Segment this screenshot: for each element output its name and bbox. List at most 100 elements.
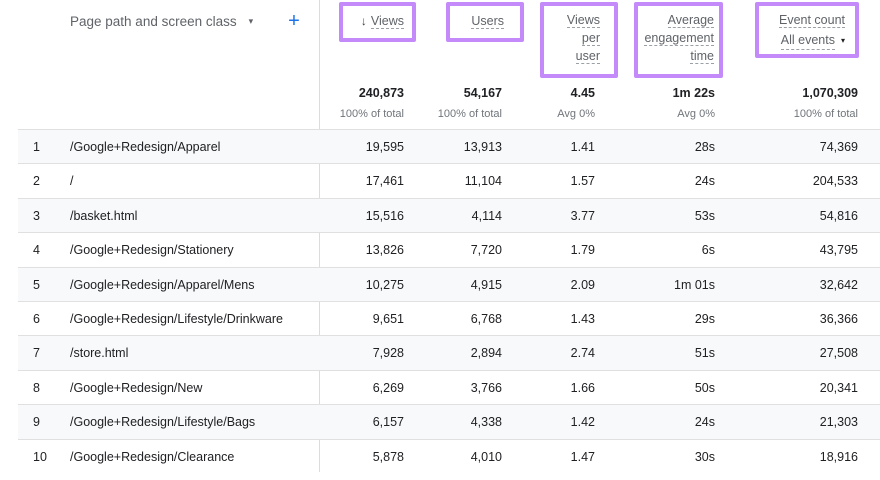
- users-total: 54,167: [463, 86, 502, 100]
- users-value: 4,114: [471, 208, 502, 223]
- average-engagement-time-column-header[interactable]: Average engagement time: [634, 2, 723, 78]
- views-per-user-column-header[interactable]: Views per user: [540, 2, 618, 78]
- average-engagement-time-value: 24s: [694, 415, 715, 430]
- average-engagement-time-value: 53s: [694, 208, 715, 223]
- page-path-link[interactable]: /: [70, 174, 74, 189]
- table-row[interactable]: 1/Google+Redesign/Apparel 19,595 13,913 1.4…: [18, 129, 880, 164]
- users-value: 2,894: [470, 346, 502, 361]
- event-filter-dropdown[interactable]: All events ▾: [759, 31, 845, 50]
- average-engagement-time-avg: Avg 0%: [677, 108, 715, 120]
- page-path-link[interactable]: /Google+Redesign/Apparel/Mens: [70, 277, 255, 292]
- views-value: 13,826: [365, 243, 404, 258]
- avg-header-line-3: time: [690, 49, 714, 64]
- views-value: 10,275: [365, 277, 404, 292]
- row-index: 6: [33, 312, 40, 326]
- views-header-label: Views: [370, 14, 404, 29]
- event-count-value: 36,366: [819, 312, 858, 326]
- page-path-link[interactable]: /Google+Redesign/Apparel: [70, 140, 221, 154]
- avg-header-line-2: engagement: [644, 31, 714, 46]
- views-value: 19,595: [365, 140, 404, 154]
- event-count-value: 32,642: [819, 277, 858, 292]
- table-row[interactable]: 4/Google+Redesign/Stationery 13,826 7,720 1…: [18, 232, 880, 266]
- views-per-user-value: 1.43: [570, 312, 595, 326]
- users-column-header[interactable]: Users: [446, 2, 524, 42]
- table-row[interactable]: 5/Google+Redesign/Apparel/Mens 10,275 4,91…: [18, 266, 880, 301]
- row-index: 1: [33, 140, 40, 154]
- sort-descending-icon: ↓: [360, 14, 367, 28]
- average-engagement-time-value: 1m 01s: [674, 277, 715, 292]
- row-index: 8: [33, 380, 40, 395]
- row-index: 3: [33, 208, 40, 223]
- page-path-link[interactable]: /basket.html: [70, 208, 138, 223]
- views-value: 6,269: [372, 380, 404, 395]
- table-row[interactable]: 8/Google+Redesign/New 6,269 3,766 1.66 50s 20…: [18, 369, 880, 404]
- views-per-user-value: 1.66: [570, 380, 595, 395]
- views-per-user-value: 1.79: [570, 243, 595, 258]
- users-value: 6,768: [470, 312, 502, 326]
- table-row[interactable]: 9/Google+Redesign/Lifestyle/Bags 6,157 4,3…: [18, 404, 880, 439]
- add-dimension-button[interactable]: +: [288, 10, 300, 32]
- event-count-header-label: Event count: [778, 13, 845, 28]
- page-path-link[interactable]: /Google+Redesign/Clearance: [70, 449, 235, 464]
- users-value: 13,913: [463, 140, 502, 154]
- column-divider: [319, 0, 320, 472]
- page-path-link[interactable]: /Google+Redesign/Lifestyle/Drinkware: [70, 312, 283, 326]
- dimension-selector[interactable]: Page path and screen class ▾: [70, 14, 253, 29]
- event-count-total-percent: 100% of total: [793, 108, 858, 120]
- users-header-label: Users: [471, 14, 504, 29]
- average-engagement-time-value: 50s: [694, 380, 715, 395]
- avg-header-line-1: Average: [667, 13, 714, 28]
- row-index: 5: [33, 277, 40, 292]
- vpu-header-line-3: user: [575, 49, 600, 64]
- users-total-percent: 100% of total: [437, 108, 502, 120]
- event-count-value: 74,369: [819, 140, 858, 154]
- average-engagement-time-value: 51s: [694, 346, 715, 361]
- views-per-user-value: 1.41: [570, 140, 595, 154]
- chevron-down-icon: ▾: [248, 16, 254, 26]
- views-per-user-value: 2.09: [570, 277, 595, 292]
- event-count-value: 54,816: [819, 208, 858, 223]
- views-value: 17,461: [365, 174, 404, 189]
- table-row[interactable]: 7/store.html 7,928 2,894 2.74 51s 27,508: [18, 335, 880, 370]
- chevron-down-icon: ▾: [840, 35, 845, 45]
- views-value: 5,878: [372, 449, 404, 464]
- views-value: 15,516: [365, 208, 404, 223]
- average-engagement-time-value: 24s: [694, 174, 715, 189]
- views-value: 6,157: [372, 415, 404, 430]
- views-per-user-value: 1.47: [570, 449, 595, 464]
- views-value: 9,651: [372, 312, 404, 326]
- users-value: 3,766: [470, 380, 502, 395]
- views-column-header[interactable]: ↓ Views: [339, 2, 416, 42]
- page-path-link[interactable]: /Google+Redesign/New: [70, 380, 203, 395]
- table-row[interactable]: 3/basket.html 15,516 4,114 3.77 53s 54,816: [18, 197, 880, 233]
- event-count-total: 1,070,309: [802, 86, 858, 100]
- average-engagement-time-total: 1m 22s: [672, 86, 715, 100]
- average-engagement-time-value: 6s: [701, 243, 715, 258]
- views-per-user-value: 1.42: [570, 415, 595, 430]
- row-index: 9: [33, 415, 40, 430]
- views-value: 7,928: [372, 346, 404, 361]
- users-value: 4,338: [470, 415, 502, 430]
- views-total: 240,873: [358, 86, 404, 100]
- users-value: 11,104: [464, 174, 502, 189]
- event-count-value: 21,303: [819, 415, 858, 430]
- average-engagement-time-value: 28s: [694, 140, 715, 154]
- table-row[interactable]: 2 / 17,461 11,104 1.57 24s 204,533: [18, 163, 880, 197]
- views-per-user-value: 1.57: [570, 174, 595, 189]
- average-engagement-time-value: 29s: [694, 312, 715, 326]
- vpu-header-line-2: per: [581, 31, 600, 46]
- table-row[interactable]: 6/Google+Redesign/Lifestyle/Drinkware 9,6…: [18, 301, 880, 335]
- page-path-link[interactable]: /Google+Redesign/Lifestyle/Bags: [70, 415, 256, 430]
- event-count-value: 18,916: [819, 449, 858, 464]
- event-count-value: 43,795: [819, 243, 858, 258]
- event-filter-value: All events: [780, 31, 835, 50]
- event-count-value: 27,508: [819, 346, 858, 361]
- page-path-link[interactable]: /Google+Redesign/Stationery: [70, 243, 234, 258]
- page-path-link[interactable]: /store.html: [70, 346, 129, 361]
- table-row[interactable]: 10/Google+Redesign/Clearance 5,878 4,010 1.…: [18, 438, 880, 473]
- row-index: 2: [33, 174, 40, 189]
- event-count-column-header[interactable]: Event count All events ▾: [755, 2, 859, 58]
- vpu-header-line-1: Views: [566, 13, 600, 28]
- views-per-user-avg: Avg 0%: [557, 108, 595, 120]
